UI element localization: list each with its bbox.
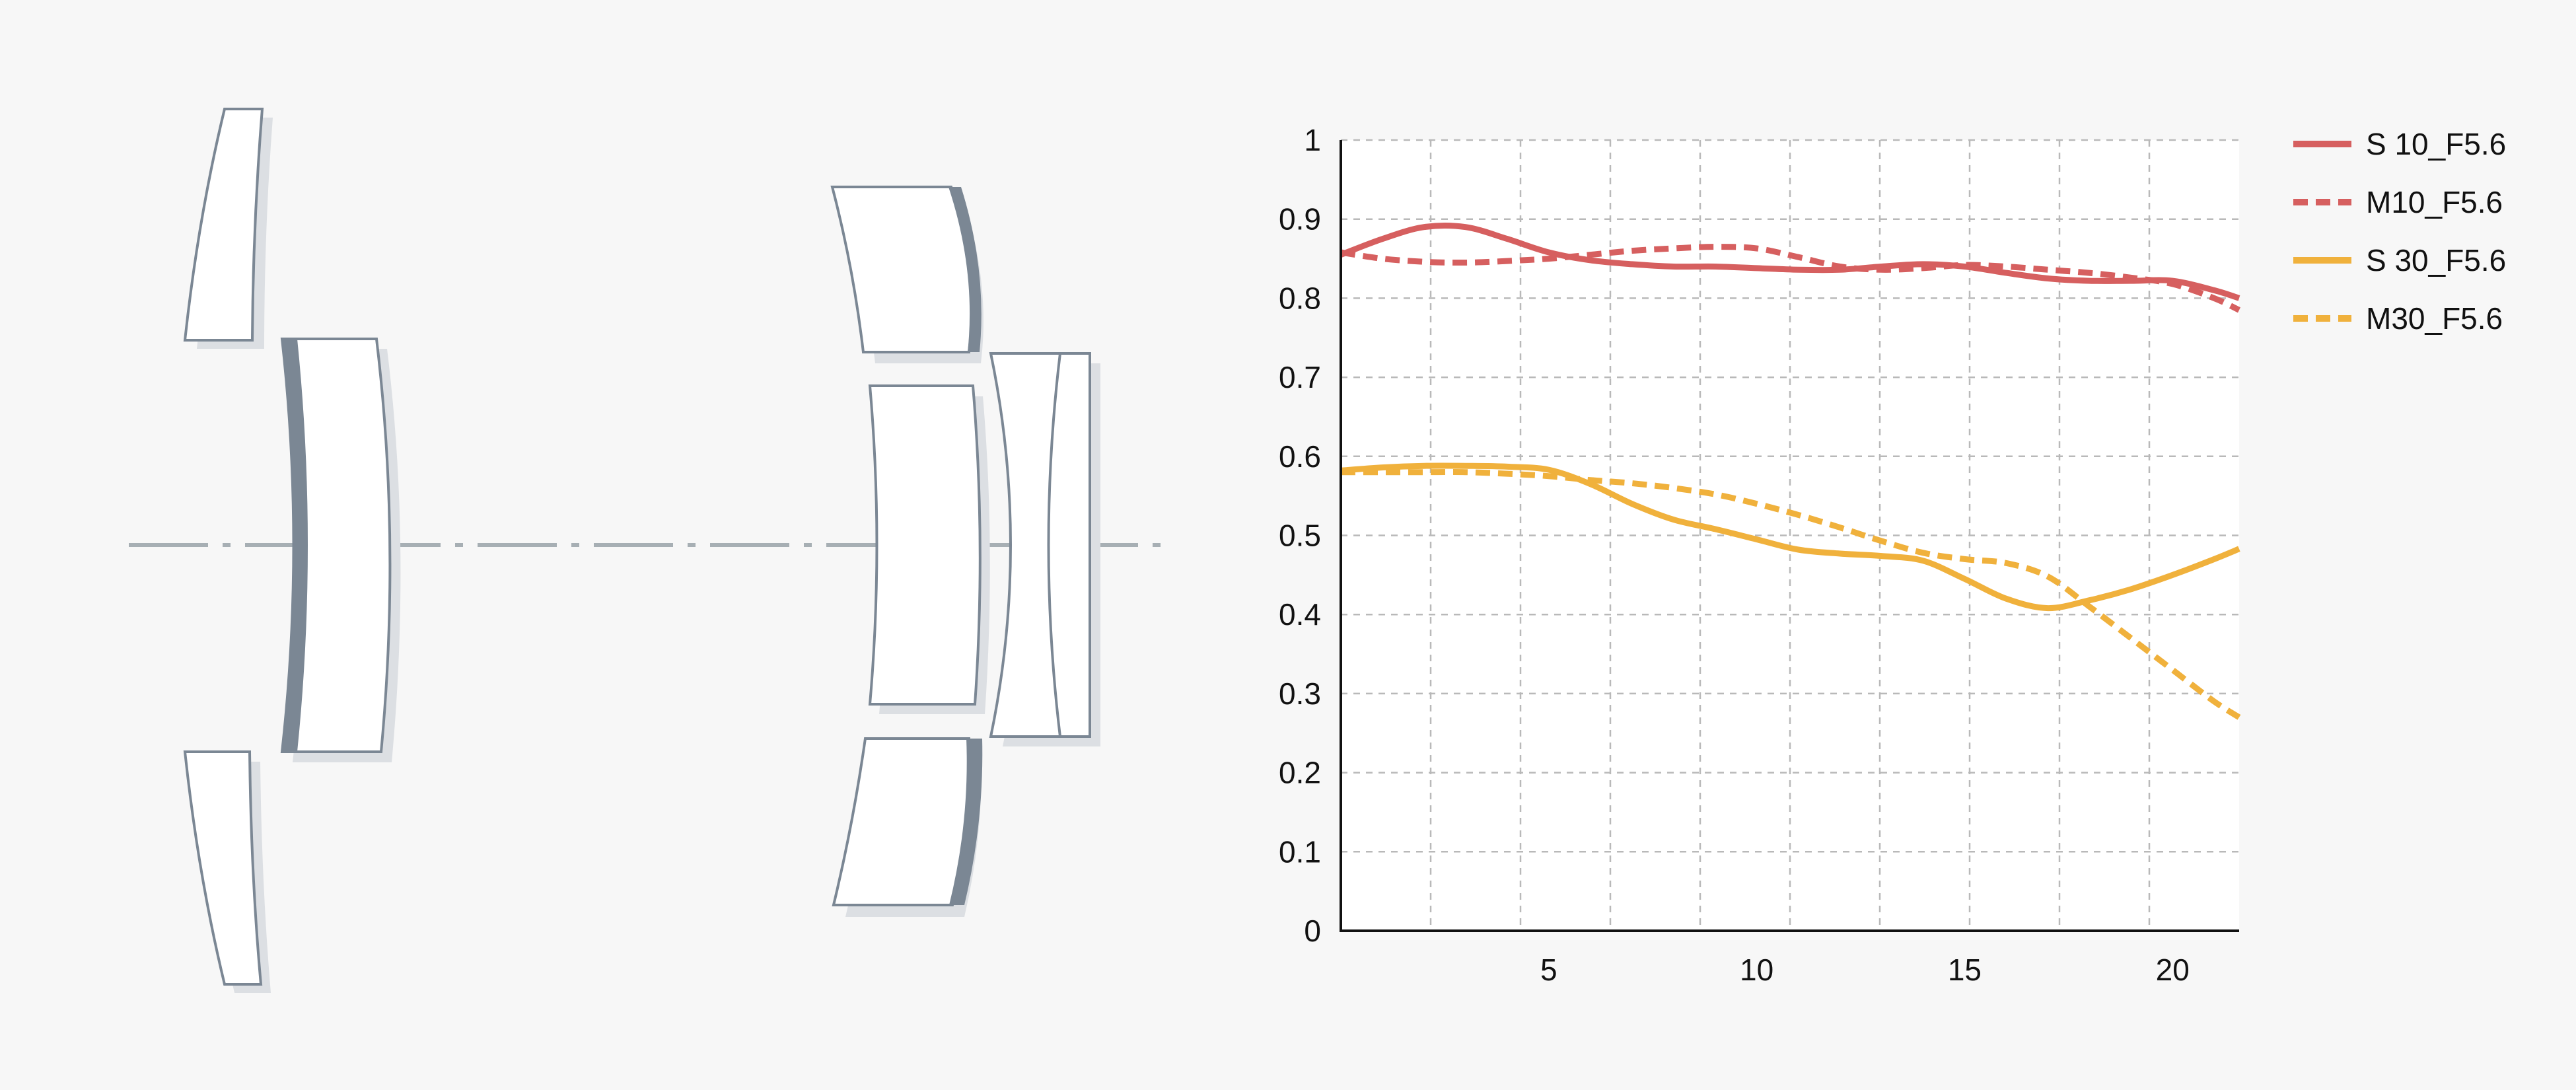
series-layer [1340,222,2241,720]
series-line-4 [1341,469,2241,720]
y-tick-label: 0.4 [1279,597,1321,632]
legend-label: S 10_F5.6 [2366,127,2506,161]
x-tick-labels: 5 10 15 20 [1540,953,2190,987]
legend-item: S 10_F5.6 [2293,127,2506,161]
y-tick-label: 0.5 [1279,519,1321,553]
rear-doublet [989,352,1100,746]
series-line-3 [1340,462,2240,612]
legend-item: M30_F5.6 [2293,301,2503,336]
y-tick-label: 0 [1304,914,1321,948]
y-tick-label: 0.7 [1279,360,1321,394]
y-tick-label: 0.9 [1279,202,1321,236]
legend-label: S 30_F5.6 [2366,243,2506,277]
legend-label: M10_F5.6 [2366,185,2503,219]
rear-lens-main [868,384,990,714]
series-line-2 [1340,244,2240,313]
legend-label: M30_F5.6 [2366,301,2503,336]
y-tick-label: 0.2 [1279,756,1321,790]
y-tick-label: 0.1 [1279,834,1321,869]
y-tick-label: 0.8 [1279,281,1321,315]
lens-diagram [129,108,1166,993]
y-tick-label: 0.3 [1279,676,1321,711]
x-tick-label: 10 [1740,953,1773,987]
series-line-1 [1340,222,2240,301]
front-lens-top [183,108,273,349]
x-tick-label: 5 [1540,953,1557,987]
rear-lens-top [830,186,984,363]
mtf-chart: 0 0.1 0.2 0.3 0.4 0.5 0.6 0.7 0.8 0.9 1 5 10 15 20 [1279,123,2241,987]
legend: S 10_F5.6 M10_F5.6 S 30_F5.6 M30_F5.6 [2293,127,2506,336]
y-tick-labels: 0 0.1 0.2 0.3 0.4 0.5 0.6 0.7 0.8 0.9 1 [1279,123,1321,948]
front-lens-bottom [183,750,271,993]
front-lens-main [280,338,401,762]
legend-item: M10_F5.6 [2293,185,2503,219]
legend-item: S 30_F5.6 [2293,243,2506,277]
y-tick-label: 0.6 [1279,439,1321,474]
x-tick-label: 15 [1948,953,1982,987]
rear-lens-bottom [832,737,983,917]
x-tick-label: 20 [2156,953,2190,987]
y-tick-label: 1 [1304,123,1321,157]
